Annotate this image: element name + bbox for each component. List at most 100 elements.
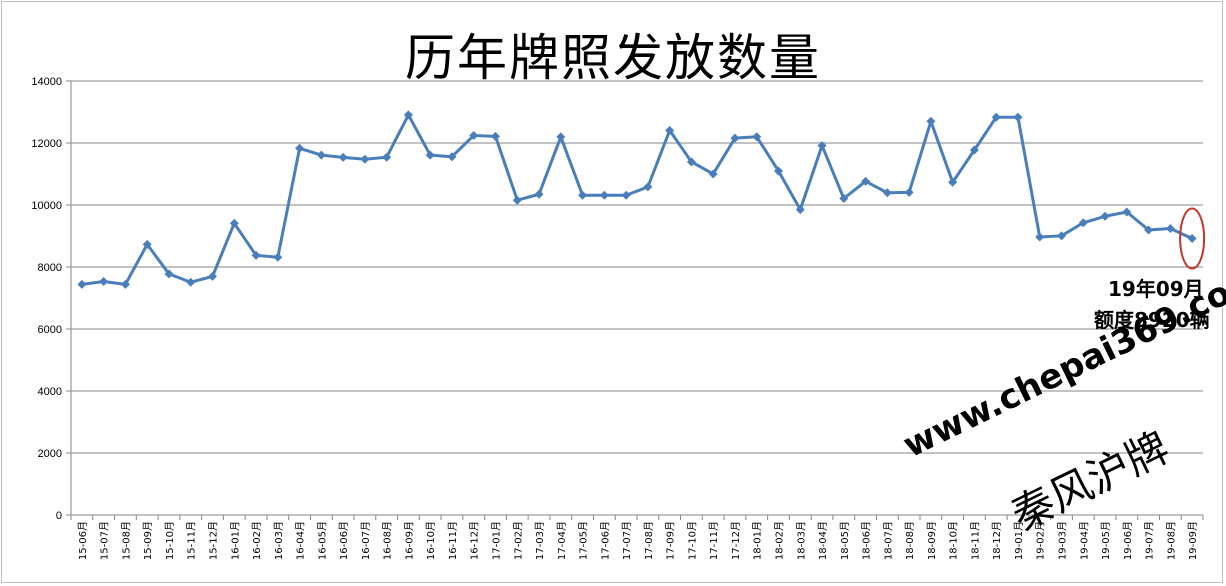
x-tick-label: 19-05月 <box>1100 521 1112 560</box>
x-tick-label: 16-04月 <box>295 521 307 560</box>
y-tick-label: 10000 <box>31 200 62 212</box>
data-point <box>512 195 522 205</box>
x-tick-label: 17-03月 <box>534 521 546 560</box>
x-tick-label: 17-06月 <box>599 521 611 560</box>
data-point <box>774 166 783 176</box>
x-tick-label: 18-01月 <box>752 521 764 560</box>
series-polyline <box>81 113 1193 286</box>
data-point <box>229 218 239 228</box>
x-tick-label: 15-11月 <box>186 521 198 560</box>
data-point <box>817 141 827 151</box>
x-tick-label: 18-05月 <box>839 521 851 560</box>
data-point <box>991 112 1001 122</box>
data-point <box>1100 211 1110 221</box>
x-tick-label: 16-05月 <box>316 521 328 560</box>
x-tick-label: 19-09月 <box>1187 521 1199 560</box>
x-tick-label: 17-02月 <box>512 521 524 560</box>
x-tick-label: 17-10月 <box>686 521 698 560</box>
data-point <box>382 152 392 162</box>
x-tick-label: 17-04月 <box>556 521 568 560</box>
x-tick-label: 15-06月 <box>77 521 89 560</box>
data-point <box>534 189 544 199</box>
x-tick-label: 18-04月 <box>817 521 829 560</box>
x-tick-label: 18-06月 <box>861 521 873 560</box>
data-point <box>447 152 457 162</box>
y-tick-label: 8000 <box>38 262 62 274</box>
x-tick-label: 15-07月 <box>99 521 111 560</box>
data-point <box>316 150 326 160</box>
grid-lines <box>66 80 1204 520</box>
data-point <box>360 154 370 164</box>
data-point <box>164 269 174 279</box>
data-point <box>665 125 675 135</box>
data-point <box>686 157 696 167</box>
x-tick-label: 19-08月 <box>1165 521 1177 560</box>
data-point <box>926 116 936 126</box>
data-point <box>295 143 305 153</box>
x-tick-label: 19-06月 <box>1122 521 1134 560</box>
x-tick-label: 17-09月 <box>665 521 677 560</box>
data-point <box>491 131 500 141</box>
x-tick-label: 18-10月 <box>948 521 960 560</box>
x-tick-label: 16-02月 <box>251 521 263 560</box>
y-tick-label: 0 <box>56 510 62 522</box>
data-point <box>1013 112 1023 122</box>
x-tick-label: 18-02月 <box>774 521 786 560</box>
data-point <box>643 182 653 192</box>
x-tick-label: 18-09月 <box>926 521 938 560</box>
y-axis-ticks: 0 2000 4000 6000 8000 10000 12000 14000 <box>31 76 62 522</box>
data-point <box>1165 224 1175 234</box>
y-tick-label: 12000 <box>31 138 62 150</box>
x-tick-label: 15-09月 <box>142 521 154 560</box>
data-point <box>77 279 87 289</box>
x-tick-label: 18-03月 <box>795 521 807 560</box>
annotation-month: 19年09月 <box>1108 277 1204 301</box>
data-point <box>425 150 435 160</box>
data-point <box>882 188 892 198</box>
data-point <box>599 190 609 200</box>
data-point <box>251 250 261 260</box>
x-tick-label: 19-03月 <box>1057 521 1069 560</box>
x-tick-label: 18-12月 <box>991 521 1003 560</box>
x-tick-label: 16-09月 <box>403 521 415 560</box>
data-point <box>469 130 479 140</box>
x-tick-label: 16-10月 <box>425 521 437 560</box>
x-tick-label: 19-07月 <box>1144 521 1156 560</box>
x-tick-label: 19-04月 <box>1078 521 1090 560</box>
data-point <box>142 239 152 249</box>
data-point <box>1122 207 1132 217</box>
x-tick-label: 16-11月 <box>447 521 459 560</box>
x-tick-label: 16-12月 <box>469 521 481 560</box>
series-markers <box>77 110 1197 289</box>
x-axis-ticks: 15-06月 15-07月 15-08月 15-09月 15-10月 15-11月 15-1… <box>77 521 1199 560</box>
x-tick-label: 17-01月 <box>491 521 503 560</box>
x-tick-label: 15-08月 <box>120 521 132 560</box>
data-point <box>708 169 718 179</box>
x-tick-label: 19-01月 <box>1013 521 1025 560</box>
x-tick-label: 18-11月 <box>969 521 981 560</box>
data-point <box>1187 233 1197 243</box>
data-point <box>861 176 871 186</box>
data-point <box>904 187 914 197</box>
y-tick-label: 4000 <box>38 386 62 398</box>
x-tick-label: 17-12月 <box>730 521 742 560</box>
highlight-ellipse <box>1179 207 1206 270</box>
x-tick-label: 18-07月 <box>882 521 894 560</box>
data-point <box>186 277 196 287</box>
x-tick-label: 15-10月 <box>164 521 176 560</box>
y-tick-label: 2000 <box>38 448 62 460</box>
chart-title: 历年牌照发放数量 <box>405 29 821 87</box>
data-point <box>338 152 348 162</box>
data-point <box>273 252 283 262</box>
x-tick-label: 17-05月 <box>578 521 590 560</box>
x-tick-label: 16-03月 <box>273 521 285 560</box>
data-point <box>1078 218 1088 228</box>
x-tick-label: 16-01月 <box>229 521 241 560</box>
series-line <box>81 113 1193 286</box>
x-tick-label: 17-08月 <box>643 521 655 560</box>
y-tick-label: 14000 <box>31 76 62 88</box>
x-tick-label: 16-07月 <box>360 521 372 560</box>
data-point <box>839 193 849 203</box>
data-point <box>1144 225 1154 235</box>
